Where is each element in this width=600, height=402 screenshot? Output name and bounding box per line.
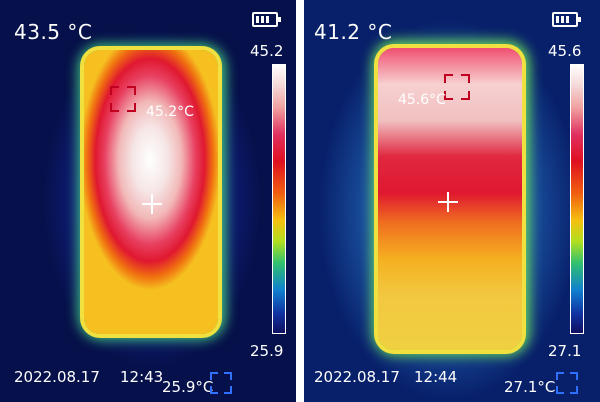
coldspot-marker-icon: [556, 372, 578, 394]
thermal-image-right: 41.2 °C 45.6°C 45.6 27.1 2022.08.17 12:4…: [304, 0, 600, 402]
battery-icon: [252, 12, 281, 27]
coldspot-label: 25.9°C: [162, 378, 214, 396]
scale-min-label: 27.1: [548, 342, 582, 360]
battery-icon: [552, 12, 581, 27]
thermal-image-left: 43.5 °C 45.2°C 45.2 25.9 2022.08.17 12:4…: [0, 0, 296, 402]
hotspot-label: 45.6°C: [398, 92, 446, 108]
color-scale-bar: [570, 64, 584, 334]
hotspot-label: 45.2°C: [146, 104, 194, 120]
coldspot-label: 27.1°C: [504, 378, 556, 396]
capture-date: 2022.08.17: [14, 368, 100, 386]
scale-max-label: 45.6: [548, 42, 582, 60]
scale-min-label: 25.9: [250, 342, 284, 360]
center-crosshair-icon: [142, 194, 162, 214]
scale-max-label: 45.2: [250, 42, 284, 60]
color-scale-bar: [272, 64, 286, 334]
capture-time: 12:43: [120, 368, 164, 386]
capture-time: 12:44: [414, 368, 458, 386]
capture-date: 2022.08.17: [314, 368, 400, 386]
coldspot-marker-icon: [210, 372, 232, 394]
hotspot-marker-icon: [444, 74, 470, 100]
center-crosshair-icon: [438, 192, 458, 212]
center-temperature: 43.5 °C: [14, 20, 93, 44]
device-thermal-body: [84, 50, 218, 334]
center-temperature: 41.2 °C: [314, 20, 393, 44]
hotspot-marker-icon: [110, 86, 136, 112]
